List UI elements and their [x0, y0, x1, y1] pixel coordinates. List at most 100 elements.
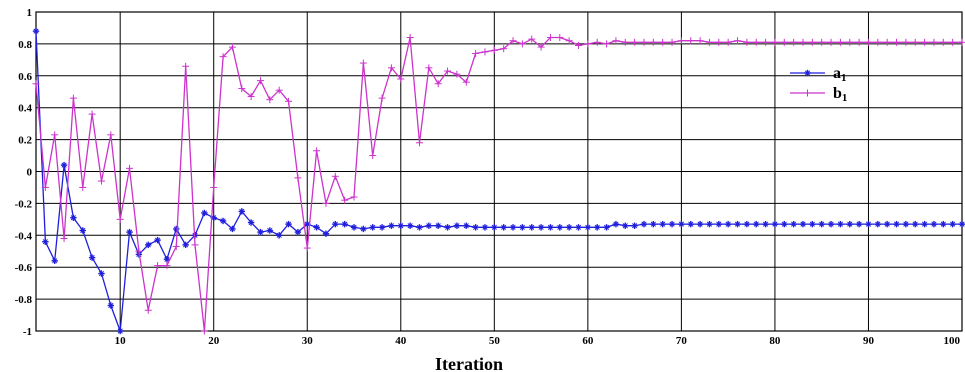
data-point-a1 [519, 224, 526, 231]
data-point-a1 [88, 254, 96, 261]
data-point-b1 [509, 37, 517, 45]
data-point-b1 [584, 40, 592, 48]
data-point-a1 [837, 220, 844, 228]
grid [36, 11, 962, 332]
data-point-a1 [818, 220, 825, 228]
data-point-a1 [51, 257, 58, 265]
data-point-a1 [547, 224, 554, 231]
data-point-a1 [416, 224, 423, 231]
x-tick-label: 100 [944, 335, 961, 347]
data-point-b1 [60, 234, 68, 242]
data-point-b1 [126, 164, 134, 172]
y-tick-label: 0.4 [18, 103, 32, 115]
data-point-b1 [799, 38, 807, 46]
data-point-a1 [528, 224, 535, 231]
data-point-a1 [173, 225, 180, 233]
data-point-a1 [154, 236, 161, 244]
data-point-b1 [743, 38, 751, 46]
data-point-b1 [397, 75, 405, 83]
data-point-b1 [883, 38, 891, 46]
data-point-b1 [415, 139, 423, 147]
y-tick-label: 0.6 [18, 71, 32, 83]
data-point-b1 [154, 262, 162, 270]
data-point-b1 [911, 38, 919, 46]
data-point-a1 [79, 227, 86, 234]
data-point-a1 [659, 220, 666, 228]
data-point-b1 [593, 38, 601, 46]
data-point-b1 [331, 172, 339, 180]
data-point-b1 [69, 94, 77, 102]
y-tick-label: -0.2 [15, 198, 33, 210]
data-point-a1 [406, 222, 414, 229]
data-point-b1 [949, 38, 957, 46]
x-tick-label: 30 [302, 335, 314, 347]
data-point-a1 [313, 224, 320, 231]
data-point-a1 [874, 220, 882, 228]
data-point-b1 [144, 306, 152, 314]
data-point-a1 [696, 220, 704, 228]
data-point-a1 [481, 224, 489, 231]
data-point-a1 [912, 220, 919, 228]
data-point-a1 [463, 222, 470, 229]
data-point-b1 [640, 38, 648, 46]
data-point-b1 [668, 38, 676, 46]
data-point-b1 [659, 38, 667, 46]
x-tick-label: 60 [582, 335, 594, 347]
data-point-a1 [247, 219, 255, 226]
data-point-a1 [369, 224, 376, 231]
series-line-a1 [35, 31, 962, 332]
data-point-a1 [60, 161, 68, 169]
data-point-a1 [678, 220, 685, 228]
data-point-a1 [388, 222, 395, 229]
data-point-b1 [687, 37, 695, 45]
data-point-b1 [191, 241, 199, 249]
data-point-b1 [275, 86, 283, 94]
data-point-a1 [537, 224, 545, 231]
data-point-b1 [958, 38, 965, 46]
data-point-b1 [621, 38, 629, 46]
data-point-a1 [668, 220, 676, 228]
legend-marker [804, 89, 811, 97]
data-point-a1 [846, 220, 853, 228]
data-point-b1 [790, 38, 798, 46]
data-point-b1 [575, 41, 583, 49]
data-point-b1 [518, 40, 526, 48]
legend-marker [804, 69, 811, 77]
data-point-a1 [650, 220, 657, 228]
data-point-a1 [893, 220, 900, 228]
data-point-b1 [874, 38, 882, 46]
series-line-b1 [35, 36, 962, 332]
data-point-b1 [444, 67, 452, 75]
data-point-b1 [649, 38, 657, 46]
data-point-b1 [247, 93, 255, 101]
data-point-b1 [631, 38, 639, 46]
data-point-a1 [322, 230, 330, 237]
data-point-a1 [771, 220, 779, 228]
x-tick-label: 90 [863, 335, 875, 347]
x-axis-ticks: 10 20 30 40 50 60 70 80 90 100 [115, 335, 961, 347]
data-point-a1 [865, 220, 872, 228]
data-point-a1 [603, 224, 610, 231]
data-point-b1 [696, 37, 704, 45]
legend-item-b1: b1 [790, 85, 847, 104]
data-point-a1 [98, 270, 105, 277]
legend-label: b1 [833, 85, 847, 104]
data-point-a1 [715, 220, 723, 228]
data-point-b1 [818, 38, 826, 46]
data-point-a1 [781, 220, 788, 228]
data-point-a1 [509, 224, 517, 231]
data-point-a1 [687, 220, 694, 228]
data-point-b1 [425, 64, 433, 72]
data-point-a1 [500, 224, 507, 231]
data-point-a1 [575, 224, 582, 231]
data-point-b1 [313, 147, 321, 155]
data-point-a1 [940, 220, 947, 228]
data-point-a1 [472, 224, 479, 231]
data-point-a1 [883, 220, 891, 228]
data-point-b1 [285, 97, 293, 105]
data-point-b1 [724, 38, 732, 46]
data-point-a1 [275, 232, 283, 239]
data-point-a1 [294, 228, 302, 236]
data-point-a1 [734, 220, 741, 228]
